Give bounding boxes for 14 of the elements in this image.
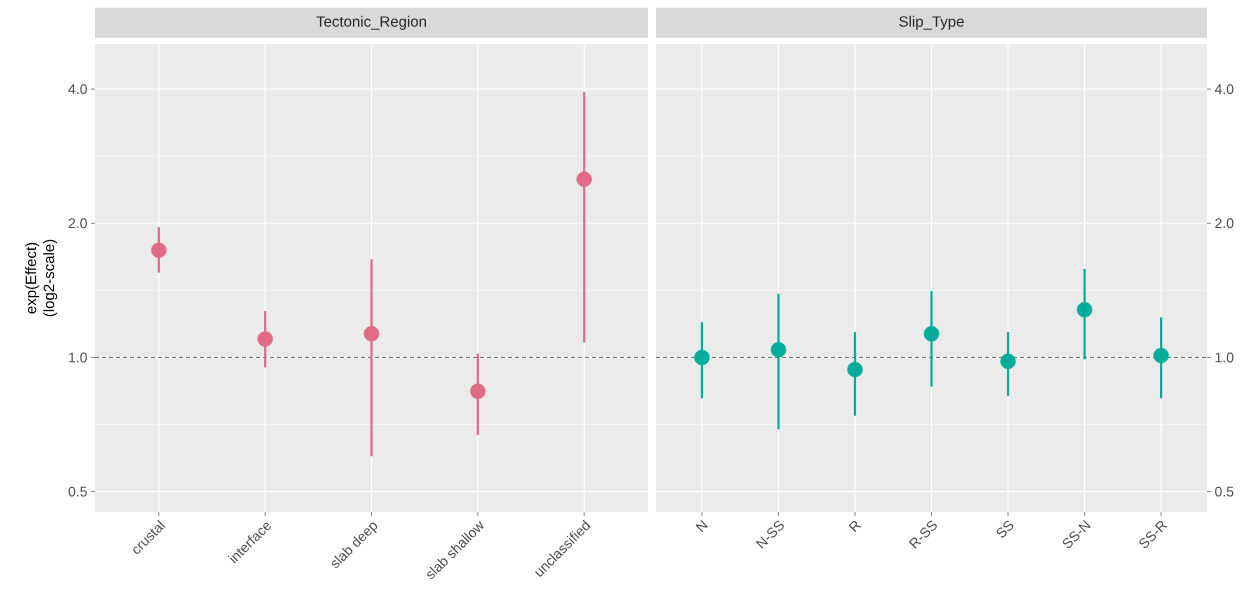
chart-title: Slip_Type (899, 15, 964, 30)
y-tick-label: 4.0 (68, 84, 87, 95)
y2-tick-label: 1.0 (1215, 352, 1234, 363)
x-tick-label: SS (996, 520, 1014, 538)
y-tick-label: 0.5 (68, 486, 87, 497)
y-axis-title: exp(Effect) (log2-scale) (25, 239, 58, 317)
y2-tick-label: 2.0 (1215, 218, 1234, 229)
y2-tick-label: 0.5 (1215, 486, 1234, 497)
y-tick-label: 2.0 (68, 218, 87, 229)
chart-title: Tectonic_Region (316, 15, 426, 30)
y2-tick-label: 4.0 (1214, 84, 1234, 95)
x-tick-label: R (848, 520, 862, 533)
x-tick-label: N (695, 519, 708, 533)
y-tick-label: 1.0 (69, 352, 87, 363)
